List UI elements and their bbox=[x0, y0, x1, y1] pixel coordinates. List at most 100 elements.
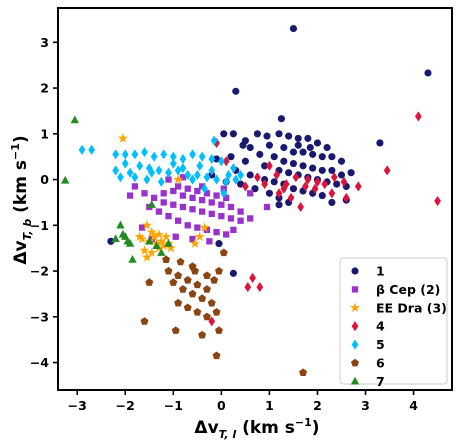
data-point bbox=[318, 191, 326, 200]
data-point bbox=[237, 208, 244, 215]
x-tick-label: −1 bbox=[164, 398, 183, 413]
data-point bbox=[218, 213, 225, 220]
legend-marker bbox=[351, 321, 359, 332]
data-point bbox=[222, 176, 230, 187]
data-point bbox=[169, 158, 177, 169]
data-point bbox=[206, 238, 213, 245]
data-point bbox=[323, 143, 331, 152]
data-point bbox=[424, 69, 432, 77]
legend-label: 7 bbox=[376, 374, 385, 389]
data-point bbox=[328, 198, 336, 207]
data-point bbox=[118, 229, 128, 238]
data-point bbox=[256, 282, 264, 293]
data-point bbox=[247, 190, 254, 197]
data-point bbox=[193, 169, 201, 181]
data-point bbox=[376, 139, 384, 147]
data-point bbox=[222, 156, 230, 167]
data-point bbox=[280, 157, 288, 165]
data-point bbox=[313, 139, 322, 147]
data-point bbox=[141, 147, 148, 158]
legend-label: 6 bbox=[376, 356, 385, 371]
data-point bbox=[165, 167, 172, 178]
data-point bbox=[210, 135, 218, 146]
data-point bbox=[161, 231, 172, 241]
data-point bbox=[275, 201, 283, 209]
data-point bbox=[184, 222, 191, 229]
data-point bbox=[328, 153, 336, 161]
data-point bbox=[304, 174, 312, 185]
data-point bbox=[263, 203, 271, 211]
data-point bbox=[170, 201, 177, 208]
data-point bbox=[194, 224, 201, 231]
data-point bbox=[227, 203, 235, 211]
data-point bbox=[165, 242, 176, 253]
data-point bbox=[141, 220, 152, 230]
data-point bbox=[158, 240, 169, 251]
data-point bbox=[227, 215, 235, 222]
data-point bbox=[145, 236, 154, 245]
data-point bbox=[131, 183, 139, 190]
data-point bbox=[131, 172, 139, 183]
data-point bbox=[218, 156, 225, 167]
data-point bbox=[136, 160, 144, 171]
data-point bbox=[318, 153, 326, 161]
data-point bbox=[354, 181, 362, 192]
data-point bbox=[340, 176, 348, 187]
legend-marker bbox=[351, 267, 359, 275]
data-point bbox=[207, 298, 216, 307]
data-point bbox=[145, 278, 154, 286]
data-point bbox=[280, 183, 288, 194]
data-point bbox=[285, 132, 293, 140]
data-point bbox=[152, 241, 161, 250]
y-axis-label: ΔvT, b (km s−1) bbox=[9, 135, 34, 264]
data-point bbox=[198, 208, 206, 215]
data-point bbox=[137, 233, 148, 244]
data-point bbox=[117, 172, 124, 183]
x-tick-label: 3 bbox=[361, 398, 370, 413]
data-point bbox=[227, 153, 235, 161]
data-point bbox=[208, 165, 216, 176]
data-point bbox=[121, 149, 129, 160]
data-point bbox=[342, 192, 350, 203]
data-point bbox=[208, 153, 216, 165]
legend-label: 4 bbox=[376, 319, 385, 334]
data-point bbox=[289, 159, 298, 168]
data-point bbox=[223, 194, 230, 202]
x-tick-label: −2 bbox=[116, 398, 135, 413]
data-point bbox=[128, 254, 137, 263]
data-point bbox=[302, 181, 309, 192]
x-tick-label: −3 bbox=[68, 398, 87, 413]
plot-frame bbox=[57, 7, 453, 391]
x-tick-label: 1 bbox=[265, 398, 274, 413]
y-tick-label: −2 bbox=[30, 264, 49, 279]
x-axis-label: ΔvT, l (km s−1) bbox=[194, 416, 319, 441]
data-point bbox=[415, 111, 422, 122]
x-tick-label: 2 bbox=[313, 398, 322, 413]
data-point bbox=[155, 165, 163, 176]
data-point bbox=[141, 252, 152, 262]
legend-marker bbox=[350, 302, 360, 313]
data-point bbox=[61, 175, 70, 184]
data-point bbox=[265, 141, 273, 149]
data-point bbox=[164, 266, 173, 275]
data-point bbox=[297, 201, 305, 213]
data-point bbox=[179, 163, 187, 174]
data-point bbox=[203, 190, 211, 197]
data-point bbox=[162, 255, 171, 264]
data-point bbox=[174, 217, 182, 224]
data-point bbox=[383, 165, 391, 176]
data-point bbox=[232, 87, 240, 95]
y-tick-label: 0 bbox=[40, 172, 49, 187]
data-point bbox=[273, 169, 280, 181]
data-point bbox=[318, 166, 326, 174]
data-point bbox=[193, 308, 202, 316]
data-point bbox=[275, 188, 283, 199]
legend-marker bbox=[350, 376, 360, 385]
y-tick-label: −1 bbox=[30, 218, 49, 233]
data-point bbox=[328, 188, 336, 199]
data-point bbox=[232, 174, 240, 185]
data-point bbox=[201, 183, 208, 194]
data-point bbox=[198, 151, 206, 162]
data-point bbox=[202, 285, 211, 293]
data-point bbox=[165, 176, 172, 183]
